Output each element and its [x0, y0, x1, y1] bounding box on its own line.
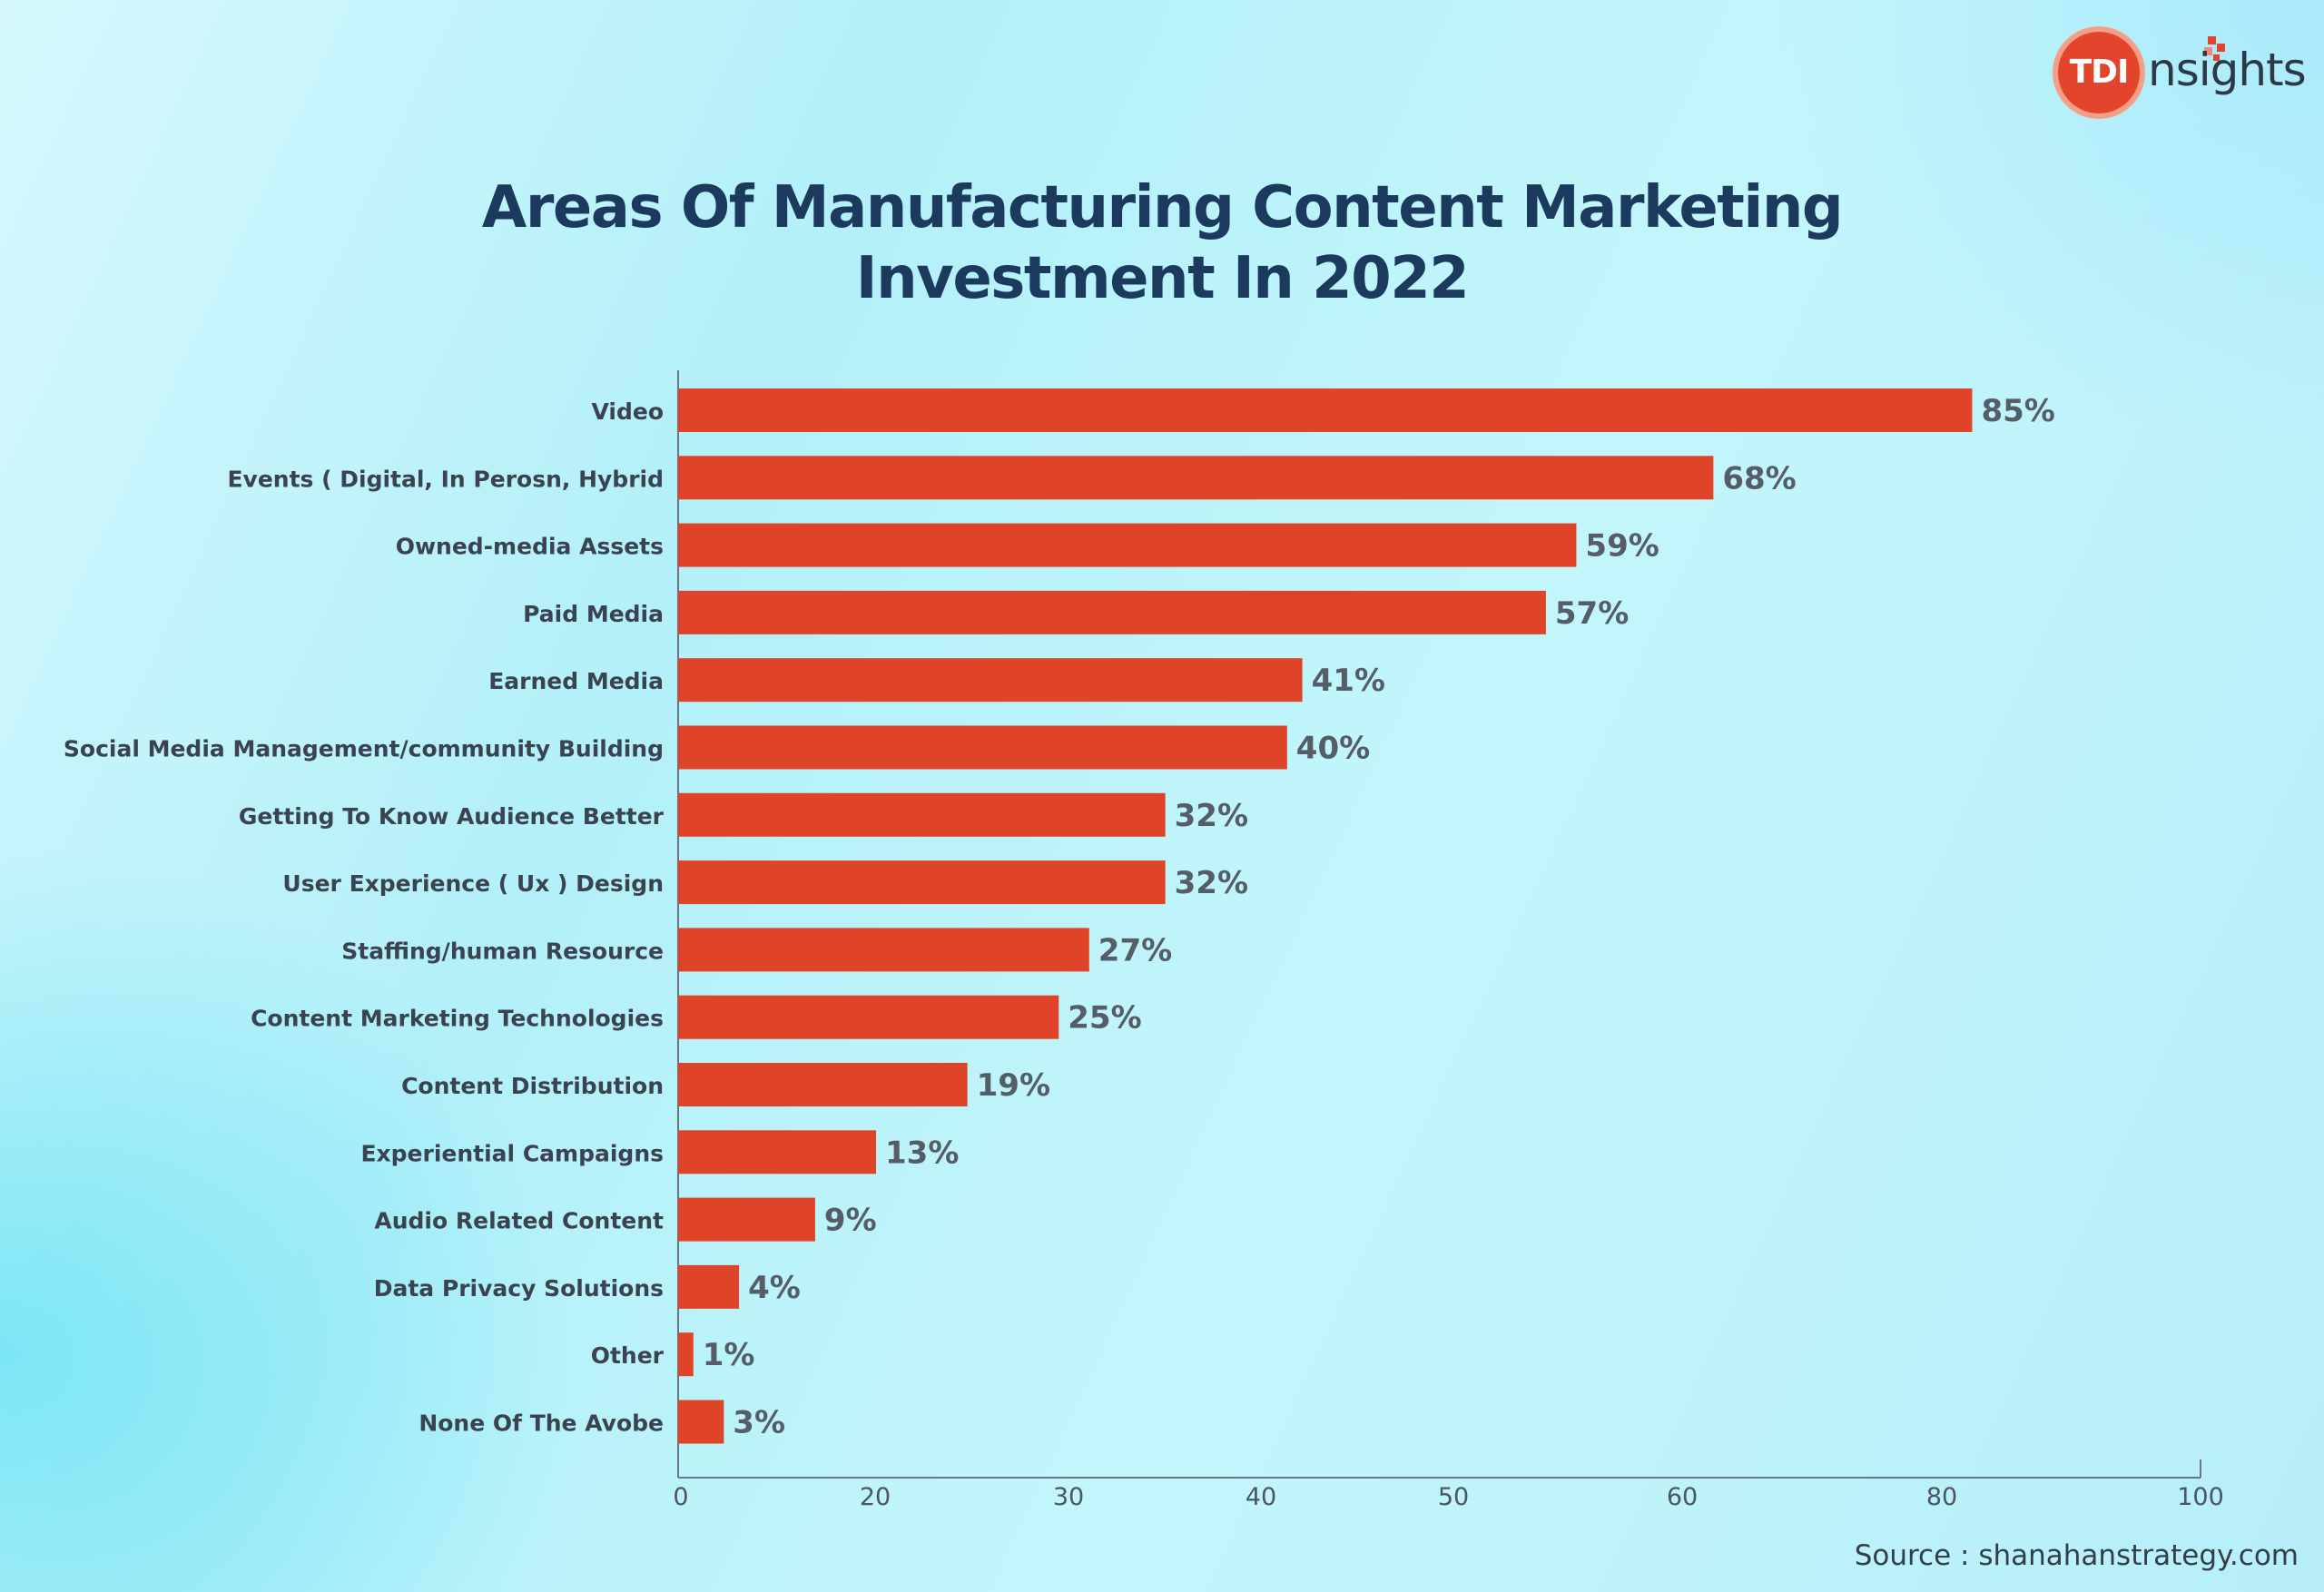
x-tick-label: 80 — [1926, 1483, 1957, 1511]
logo-wordmark: nsights — [2148, 44, 2307, 96]
bar — [678, 658, 1303, 703]
chart-title-line-1: Areas Of Manufacturing Content Marketing — [481, 174, 1844, 241]
category-label: None Of The Avobe — [419, 1410, 664, 1437]
bar — [678, 725, 1287, 770]
value-label: 25% — [1068, 1000, 1141, 1037]
x-tick-label: 20 — [860, 1483, 891, 1511]
category-label: Content Marketing Technologies — [251, 1006, 664, 1032]
value-label: 40% — [1296, 731, 1370, 767]
x-tick-label: 60 — [1667, 1483, 1698, 1511]
value-label: 32% — [1175, 798, 1248, 834]
category-label: Experiential Campaigns — [360, 1140, 664, 1166]
value-label: 9% — [824, 1203, 877, 1239]
category-label: User Experience ( Ux ) Design — [282, 870, 664, 897]
value-label: 41% — [1312, 663, 1385, 699]
value-label: 68% — [1722, 460, 1796, 496]
category-label: Owned-media Assets — [396, 534, 664, 560]
value-label: 32% — [1175, 865, 1248, 901]
x-tick-label: 100 — [2177, 1483, 2224, 1511]
value-label: 1% — [703, 1337, 755, 1373]
category-label: Audio Related Content — [374, 1208, 664, 1234]
chart-title-line-2: Investment In 2022 — [855, 245, 1470, 312]
chart-title: Areas Of Manufacturing Content Marketing… — [0, 172, 2324, 314]
value-label: 3% — [733, 1405, 785, 1441]
category-label: Video — [591, 398, 664, 425]
bar — [678, 1400, 724, 1444]
logo-mark: TDI — [2058, 32, 2140, 113]
logo-pixel-icon — [2204, 36, 2225, 61]
value-label: 59% — [1585, 528, 1659, 565]
category-label: Data Privacy Solutions — [374, 1275, 664, 1302]
value-label: 13% — [885, 1135, 959, 1171]
bar — [678, 792, 1166, 837]
value-label: 4% — [748, 1270, 801, 1306]
bar — [678, 456, 1714, 500]
value-label: 85% — [1981, 393, 2054, 429]
category-label: Events ( Digital, In Perosn, Hybrid — [227, 466, 664, 492]
bar — [678, 995, 1059, 1039]
category-label: Social Media Management/community Buildi… — [64, 736, 664, 762]
bar — [678, 1332, 694, 1377]
category-label: Staffing/human Resource — [341, 938, 664, 964]
bar — [678, 1197, 815, 1242]
source-note: Source : shanahanstrategy.com — [1854, 1539, 2299, 1572]
x-tick-label: 30 — [1053, 1483, 1084, 1511]
value-label: 27% — [1098, 932, 1172, 968]
bar — [678, 1130, 877, 1174]
bar — [678, 523, 1577, 567]
value-label: 19% — [977, 1067, 1050, 1104]
category-label: Getting To Know Audience Better — [239, 803, 665, 830]
bar — [678, 928, 1089, 972]
value-label: 57% — [1555, 595, 1629, 632]
brand-logo: TDI nsights — [2053, 27, 2307, 127]
bar — [678, 860, 1166, 905]
x-tick-label: 50 — [1438, 1483, 1469, 1511]
x-tick-label: 40 — [1246, 1483, 1276, 1511]
bar — [678, 1264, 740, 1309]
category-label: Other — [591, 1342, 665, 1369]
x-tick-label: 0 — [673, 1483, 688, 1511]
bar — [678, 388, 1973, 432]
category-label: Content Distribution — [401, 1073, 664, 1099]
bar — [678, 590, 1546, 634]
bar — [678, 1063, 968, 1106]
category-label: Paid Media — [523, 601, 664, 627]
category-label: Earned Media — [488, 668, 664, 694]
